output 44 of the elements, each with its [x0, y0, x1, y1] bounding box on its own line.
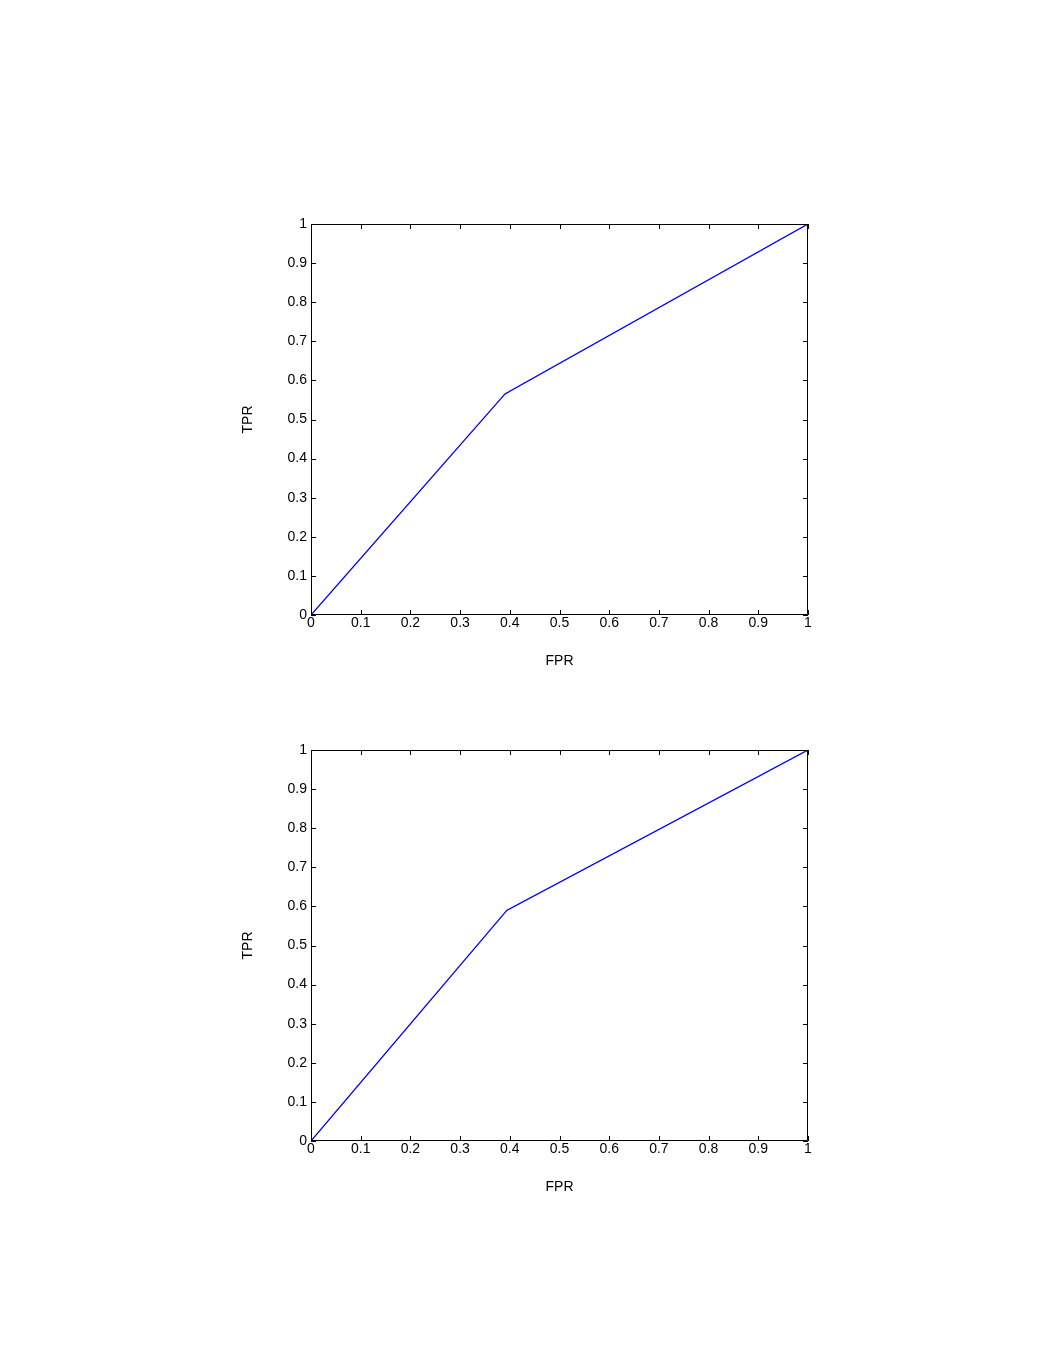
- y-tick-label: 0.5: [287, 936, 308, 953]
- y-tick-label: 0.2: [287, 527, 308, 544]
- y-tick-label: 0.2: [287, 1053, 308, 1070]
- y-tick-label: 1: [299, 214, 308, 231]
- y-tick-label: 0.9: [287, 253, 308, 270]
- x-tick-label: 0.5: [549, 614, 570, 631]
- y-tick-label: 0.1: [287, 1092, 308, 1109]
- y-tick-label: 0.6: [287, 897, 308, 914]
- y-tick-label: 0.3: [287, 1014, 308, 1031]
- x-tick-label: 0.8: [698, 614, 719, 631]
- x-axis-title: FPR: [545, 652, 574, 669]
- y-tick-label: 0.5: [287, 410, 308, 427]
- x-tick-label: 0.2: [400, 1140, 421, 1157]
- x-tick-label: 0.4: [500, 614, 520, 631]
- x-tick-label: 0.6: [599, 1140, 620, 1157]
- y-tick-label: 0.4: [287, 449, 308, 466]
- x-tick-label: 0.1: [350, 614, 371, 631]
- x-tick-label: 0.9: [748, 614, 769, 631]
- y-axis-title: TPR: [239, 931, 256, 960]
- x-tick-label: 0.2: [400, 614, 421, 631]
- y-tick-label: 0.6: [287, 371, 308, 388]
- y-tick-label: 0.7: [287, 332, 308, 349]
- x-tick-label: 0.7: [649, 614, 669, 631]
- y-tick-label: 0.8: [287, 819, 308, 836]
- y-axis-title: TPR: [239, 405, 256, 434]
- x-tick-label: 0.8: [698, 1140, 719, 1157]
- y-tick-label: 0.3: [287, 488, 308, 505]
- y-tick-label: 0.7: [287, 858, 308, 875]
- x-tick-label: 0.9: [748, 1140, 769, 1157]
- y-tick-label: 0.9: [287, 779, 308, 796]
- y-tick-label: 0.4: [287, 975, 308, 992]
- x-tick-label: 0.3: [450, 614, 471, 631]
- y-tick-label: 0.8: [287, 293, 308, 310]
- x-tick-label: 0.6: [599, 614, 620, 631]
- x-axis-title: FPR: [545, 1178, 574, 1195]
- x-tick-label: 0.1: [350, 1140, 371, 1157]
- x-tick-label: 0.5: [549, 1140, 570, 1157]
- y-tick-label: 0.1: [287, 566, 308, 583]
- x-tick-label: 1: [804, 614, 813, 631]
- x-tick-label: 0.7: [649, 1140, 669, 1157]
- x-tick-label: 0.3: [450, 1140, 471, 1157]
- x-tick-label: 0.4: [500, 1140, 520, 1157]
- y-tick-label: 1: [299, 740, 308, 757]
- x-tick-label: 1: [804, 1140, 813, 1157]
